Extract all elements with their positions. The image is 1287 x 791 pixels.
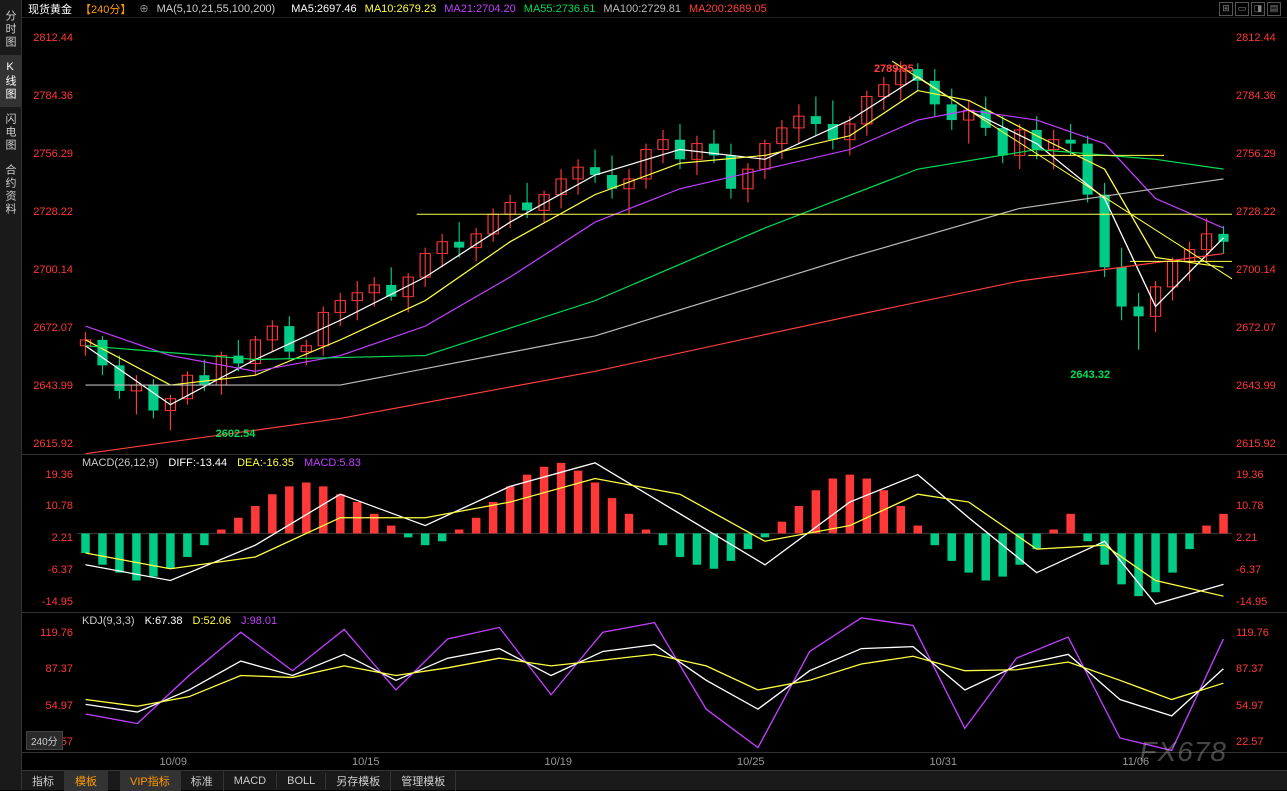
- bottom-tab[interactable]: 模板: [65, 771, 108, 791]
- sidebar-tab-0[interactable]: 分时图: [0, 4, 21, 55]
- price-y-axis-right: 2812.44 2784.36 2756.29 2728.22 2700.14 2672.…: [1232, 18, 1287, 454]
- sidebar-tab-1[interactable]: K线图: [0, 55, 21, 107]
- macd-panel[interactable]: MACD(26,12,9) DIFF:-13.44 DEA:-16.35 MAC…: [22, 455, 1287, 613]
- x-tick: 10/15: [270, 756, 463, 768]
- macd-diff: DIFF:-13.44: [168, 457, 227, 469]
- price-annotation: 2643.32: [1070, 369, 1110, 381]
- axis-tick: 2812.44: [1236, 32, 1283, 44]
- kdj-k: K:67.38: [145, 615, 183, 627]
- ma-settings-icon[interactable]: ⊕: [139, 2, 148, 15]
- x-tick: 10/31: [847, 756, 1040, 768]
- indicator-tab[interactable]: 标准: [181, 771, 224, 791]
- axis-tick: -14.95: [1236, 596, 1283, 608]
- sidebar-tab-3[interactable]: 合约资料: [0, 158, 21, 222]
- ma-value: MA21:2704.20: [444, 3, 516, 15]
- axis-tick: 2728.22: [1236, 206, 1283, 218]
- axis-tick: 2.21: [26, 532, 73, 544]
- axis-tick: 87.37: [26, 663, 73, 675]
- ma-value: MA10:2679.23: [365, 3, 437, 15]
- axis-tick: 119.76: [1236, 627, 1283, 639]
- kdj-d: D:52.06: [193, 615, 232, 627]
- axis-tick: 2756.29: [26, 148, 73, 160]
- kdj-j: J:98.01: [241, 615, 277, 627]
- axis-tick: 19.36: [26, 469, 73, 481]
- axis-tick: 87.37: [1236, 663, 1283, 675]
- axis-tick: 22.57: [1236, 736, 1283, 748]
- axis-tick: 19.36: [1236, 469, 1283, 481]
- axis-tick: 2812.44: [26, 32, 73, 44]
- indicator-tab[interactable]: 管理模板: [391, 771, 456, 791]
- chart-header: 现货黄金 【240分】 ⊕ MA(5,10,21,55,100,200) MA5…: [22, 0, 1287, 18]
- axis-tick: 54.97: [1236, 700, 1283, 712]
- tool-icon-3[interactable]: ◨: [1251, 2, 1265, 16]
- x-tick: 10/09: [77, 756, 270, 768]
- axis-tick: 2615.92: [1236, 438, 1283, 450]
- axis-tick: 119.76: [26, 627, 73, 639]
- indicator-tab[interactable]: 另存模板: [326, 771, 391, 791]
- axis-tick: 2700.14: [26, 264, 73, 276]
- sidebar-tab-2[interactable]: 闪电图: [0, 107, 21, 158]
- indicator-tab[interactable]: BOLL: [277, 773, 326, 789]
- axis-tick: -6.37: [26, 564, 73, 576]
- x-tick: 10/19: [462, 756, 655, 768]
- axis-tick: 2784.36: [26, 90, 73, 102]
- axis-tick: 10.78: [26, 500, 73, 512]
- axis-tick: 2672.07: [26, 322, 73, 334]
- axis-tick: -6.37: [1236, 564, 1283, 576]
- axis-tick: 10.78: [1236, 500, 1283, 512]
- bottom-tab[interactable]: 指标: [22, 771, 65, 791]
- kdj-name: KDJ(9,3,3): [82, 615, 135, 627]
- macd-name: MACD(26,12,9): [82, 457, 158, 469]
- macd-y-axis-left: 19.36 10.78 2.21 -6.37 -14.95: [22, 455, 77, 612]
- axis-tick: 2756.29: [1236, 148, 1283, 160]
- macd-y-axis-right: 19.36 10.78 2.21 -6.37 -14.95: [1232, 455, 1287, 612]
- axis-tick: -14.95: [26, 596, 73, 608]
- kdj-panel[interactable]: KDJ(9,3,3) K:67.38 D:52.06 J:98.01 119.7…: [22, 613, 1287, 752]
- ma-config: MA(5,10,21,55,100,200): [157, 3, 276, 15]
- tool-icon-4[interactable]: ▤: [1267, 2, 1281, 16]
- timeframe-badge[interactable]: 240分: [26, 731, 63, 750]
- axis-tick: 2643.99: [1236, 380, 1283, 392]
- ma-value: MA5:2697.46: [291, 3, 356, 15]
- macd-macd: MACD:5.83: [304, 457, 361, 469]
- price-y-axis-left: 2812.44 2784.36 2756.29 2728.22 2700.14 2672.…: [22, 18, 77, 454]
- axis-tick: 54.97: [26, 700, 73, 712]
- indicator-tab[interactable]: MACD: [224, 773, 277, 789]
- timeframe-label: 【240分】: [80, 1, 131, 17]
- price-annotation: 2602.54: [216, 428, 256, 440]
- indicator-tab[interactable]: VIP指标: [120, 771, 181, 791]
- left-sidebar: 分时图K线图闪电图合约资料: [0, 0, 22, 790]
- axis-tick: 2.21: [1236, 532, 1283, 544]
- kdj-y-axis-right: 119.76 87.37 54.97 22.57: [1232, 613, 1287, 752]
- tool-icon-1[interactable]: ⊞: [1219, 2, 1233, 16]
- axis-tick: 2615.92: [26, 438, 73, 450]
- macd-dea: DEA:-16.35: [237, 457, 294, 469]
- x-tick: 11/06: [1040, 756, 1233, 768]
- axis-tick: 2672.07: [1236, 322, 1283, 334]
- tool-icon-2[interactable]: ▭: [1235, 2, 1249, 16]
- price-chart-panel[interactable]: 2812.44 2784.36 2756.29 2728.22 2700.14 2672.…: [22, 18, 1287, 455]
- ma-value: MA200:2689.05: [689, 3, 767, 15]
- axis-tick: 2643.99: [26, 380, 73, 392]
- x-tick: 10/25: [655, 756, 848, 768]
- instrument-title: 现货黄金: [28, 1, 72, 17]
- price-annotation: 2789.95: [874, 63, 914, 75]
- bottom-tabs: 指标模板 VIP指标标准MACDBOLL另存模板管理模板: [22, 770, 1287, 790]
- ma-value: MA55:2736.61: [524, 3, 596, 15]
- axis-tick: 2728.22: [26, 206, 73, 218]
- axis-tick: 2700.14: [1236, 264, 1283, 276]
- ma-value: MA100:2729.81: [603, 3, 681, 15]
- x-axis: 10/0910/1510/1910/2510/3111/06: [22, 752, 1287, 770]
- axis-tick: 2784.36: [1236, 90, 1283, 102]
